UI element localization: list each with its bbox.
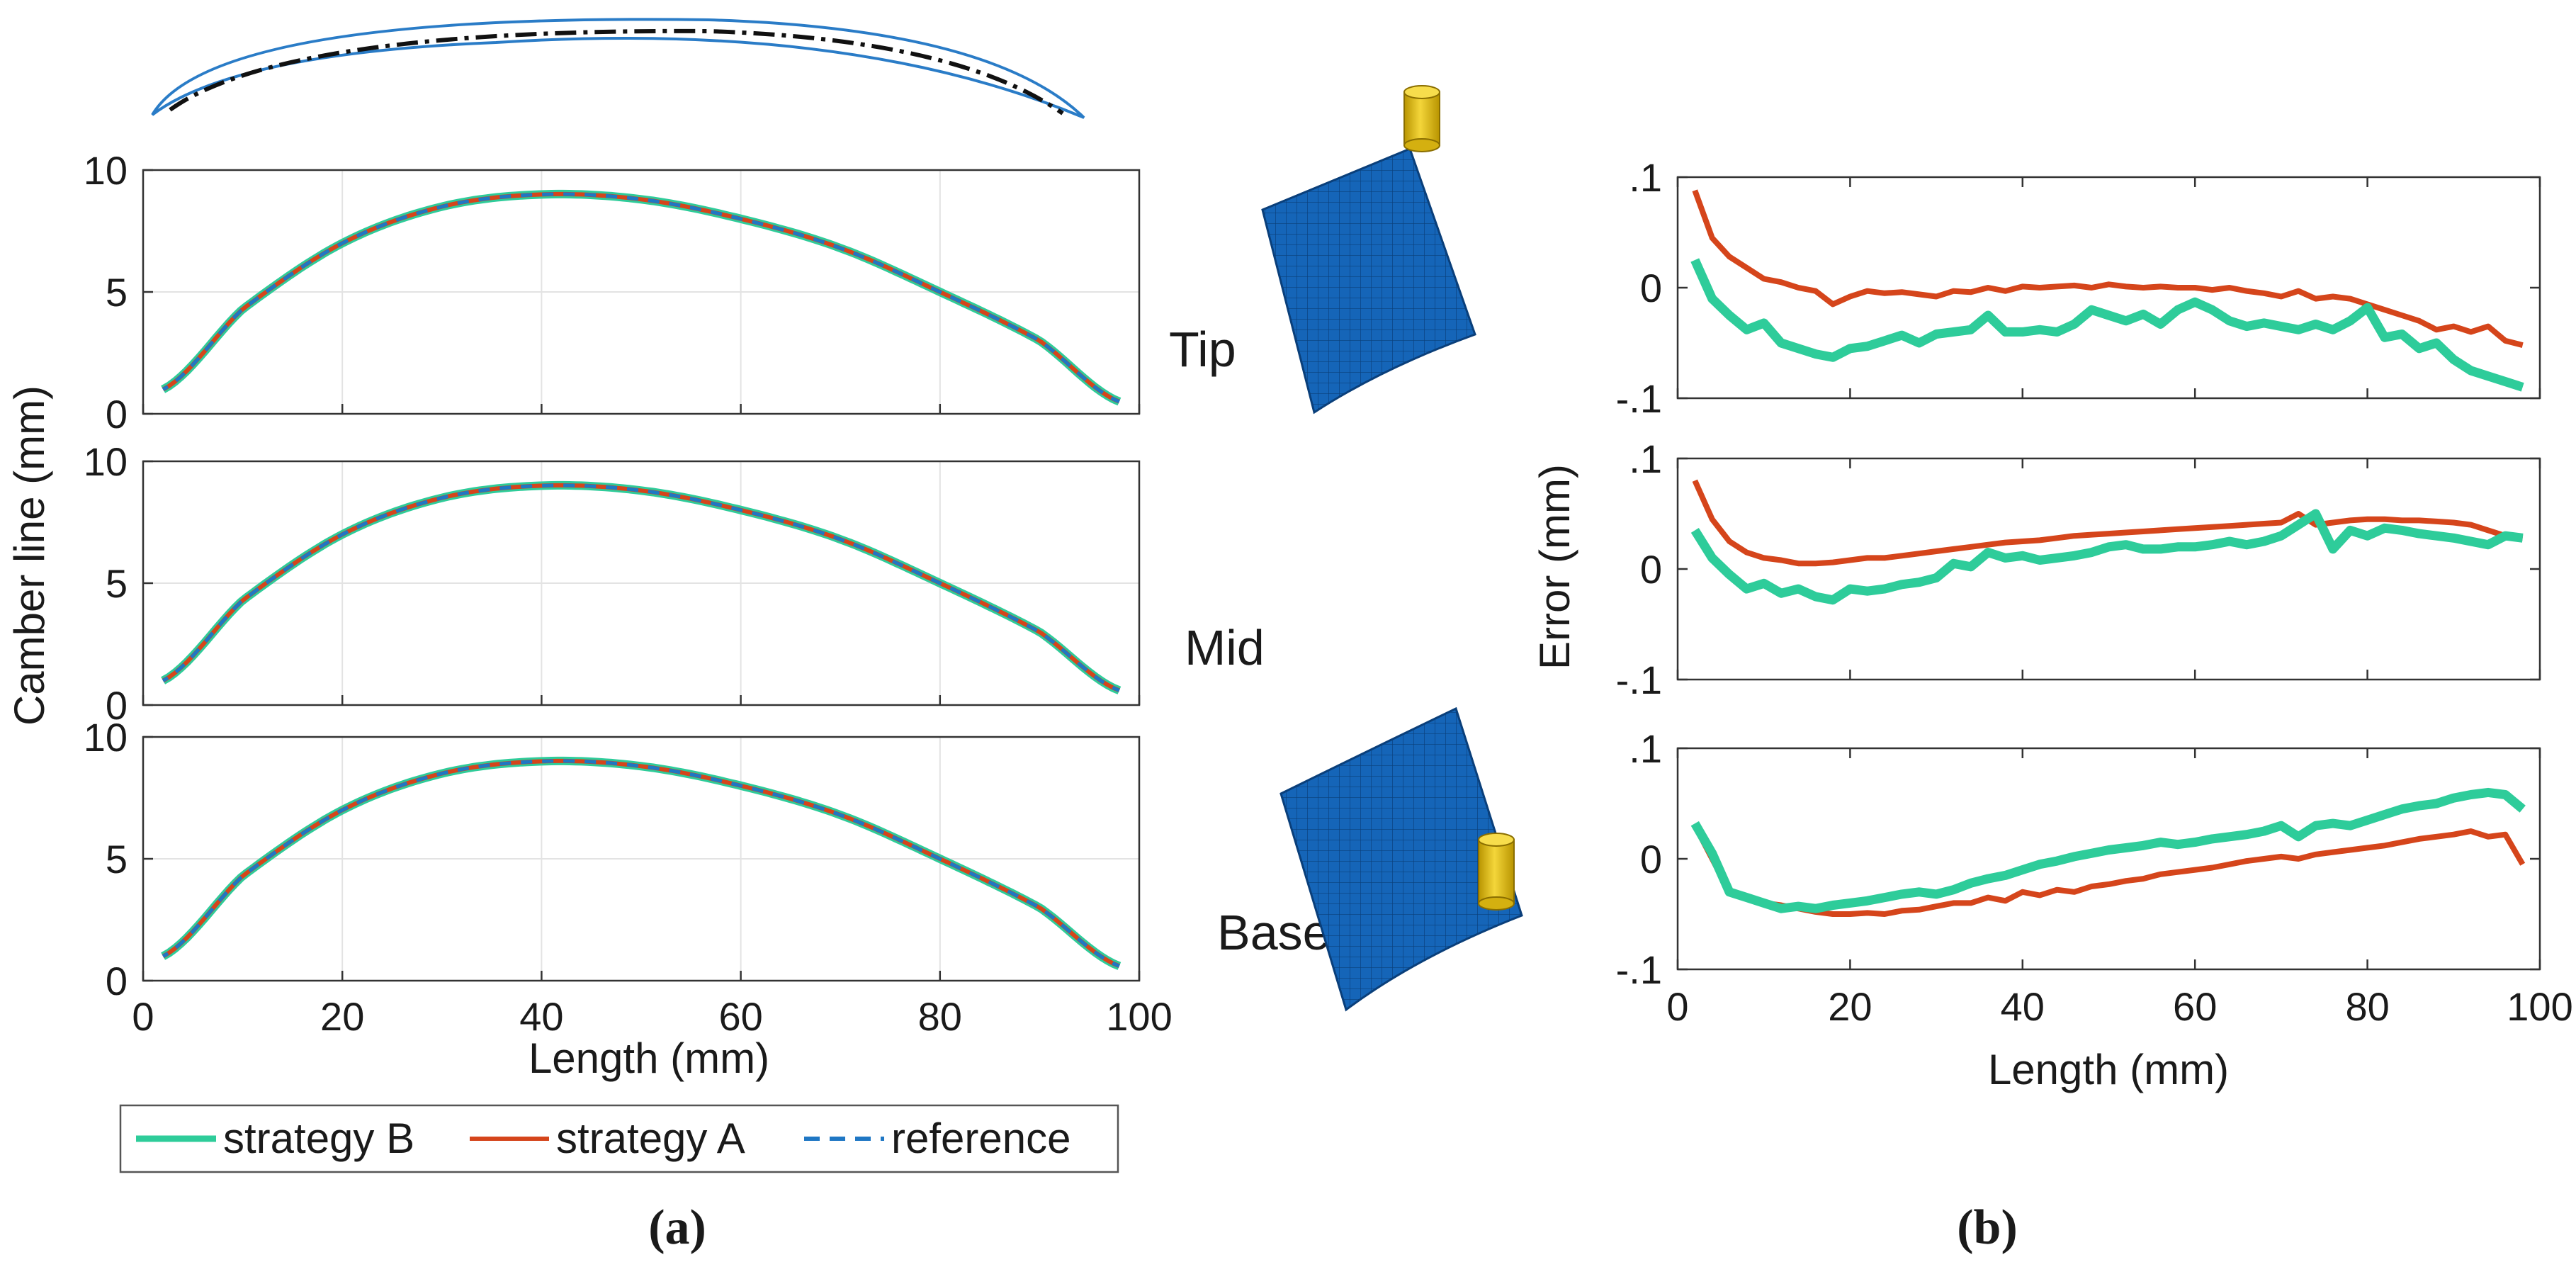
- tick-label-y: .1: [1629, 436, 1662, 481]
- caption-a: (a): [648, 1200, 706, 1255]
- series-line-strategy-b: [1690, 787, 2526, 913]
- tick-label-x: 80: [2345, 984, 2389, 1029]
- error-y-axis-label: Error (mm): [1531, 464, 1578, 670]
- axes-box: [1676, 747, 2541, 971]
- error-x-axis-label: Length (mm): [1988, 1046, 2229, 1093]
- series-line-strategy-a: [1692, 824, 2526, 917]
- tick-label-y: .1: [1629, 726, 1662, 771]
- series-line-strategy-a: [1692, 479, 2524, 567]
- caption-b: (b): [1957, 1200, 2018, 1255]
- airfoil-section-icon: [151, 18, 1085, 119]
- tick-label-y: -.1: [1616, 947, 1662, 992]
- series-line-reference: [162, 483, 1120, 692]
- blade-mesh-base-icon: [1279, 706, 1523, 1012]
- tick-label-x: 0: [1666, 984, 1688, 1029]
- subplot-label-base: Base: [1217, 905, 1331, 960]
- subplot-label-mid: Mid: [1185, 620, 1265, 675]
- airfoil-camber-line: [169, 28, 1064, 116]
- legend-box: [119, 1104, 1119, 1173]
- error-subplot-base: -.10.10 20 40 60 80 100: [1616, 726, 2573, 1029]
- camber-subplot-tip: 0 5 10 Tip: [84, 148, 1236, 436]
- tick-label-x: 60: [718, 994, 762, 1039]
- tick-label-y: 0: [106, 959, 128, 1003]
- tick-label-x: 20: [1828, 984, 1872, 1029]
- legend-label-strategy-b: strategy B: [223, 1115, 414, 1162]
- camber-y-axis-label: Camber line (mm): [6, 385, 53, 726]
- tick-label-y: 0: [1640, 837, 1662, 881]
- error-panels: -.10.1-.10.1-.10.10 20 40 60 80 100: [1616, 155, 2573, 1029]
- tick-label-x: 0: [132, 994, 154, 1039]
- tick-label-x: 80: [918, 994, 962, 1039]
- error-subplot-mid: -.1 0 .1: [1616, 436, 2541, 702]
- tick-label-y: -.1: [1616, 376, 1662, 421]
- tick-label-y: 10: [84, 148, 128, 193]
- tick-label-x: 100: [1106, 994, 1172, 1039]
- tick-label-y: 5: [106, 837, 128, 881]
- tick-label-y: 0: [1640, 547, 1662, 592]
- series-line-reference: [162, 192, 1120, 404]
- tick-label-y: 10: [84, 715, 128, 760]
- tick-label-x: 20: [320, 994, 364, 1039]
- camber-x-axis-label: Length (mm): [529, 1035, 769, 1082]
- tick-label-y: 0: [1640, 266, 1662, 310]
- series-line-reference: [162, 759, 1120, 968]
- error-subplot-tip: -.1 0 .1: [1616, 155, 2541, 421]
- tick-label-y: 0: [106, 683, 128, 728]
- legend-label-reference: reference: [891, 1115, 1070, 1162]
- cutting-tool-icon: [1478, 833, 1515, 911]
- legend-label-strategy-a: strategy A: [556, 1115, 745, 1162]
- axes-box: [1676, 457, 2541, 681]
- subplot-label-tip: Tip: [1169, 322, 1236, 377]
- series-line-strategy-b: [1690, 258, 2524, 392]
- tick-label-y: .1: [1629, 155, 1662, 200]
- tick-label-y: 10: [84, 439, 128, 484]
- series-line-strategy-a: [1692, 189, 2524, 348]
- legend: strategy B strategy A reference: [119, 1104, 1119, 1173]
- tick-label-x: 60: [2173, 984, 2217, 1029]
- series-line-strategy-b: [1690, 509, 2524, 605]
- tick-label-y: 5: [106, 270, 128, 315]
- tick-label-x: 100: [2507, 984, 2572, 1029]
- tick-label-y: 5: [106, 561, 128, 606]
- camber-subplot-mid: 0 5 10 Mid: [84, 439, 1265, 728]
- airfoil-outline: [151, 18, 1085, 119]
- tick-label-y: -.1: [1616, 658, 1662, 702]
- axes-box: [1676, 176, 2541, 400]
- tick-label-x: 40: [519, 994, 563, 1039]
- blade-mesh-tip-icon: [1261, 85, 1476, 415]
- cutting-tool-icon: [1403, 85, 1440, 152]
- tick-label-y: 0: [106, 392, 128, 436]
- tick-label-x: 40: [2001, 984, 2045, 1029]
